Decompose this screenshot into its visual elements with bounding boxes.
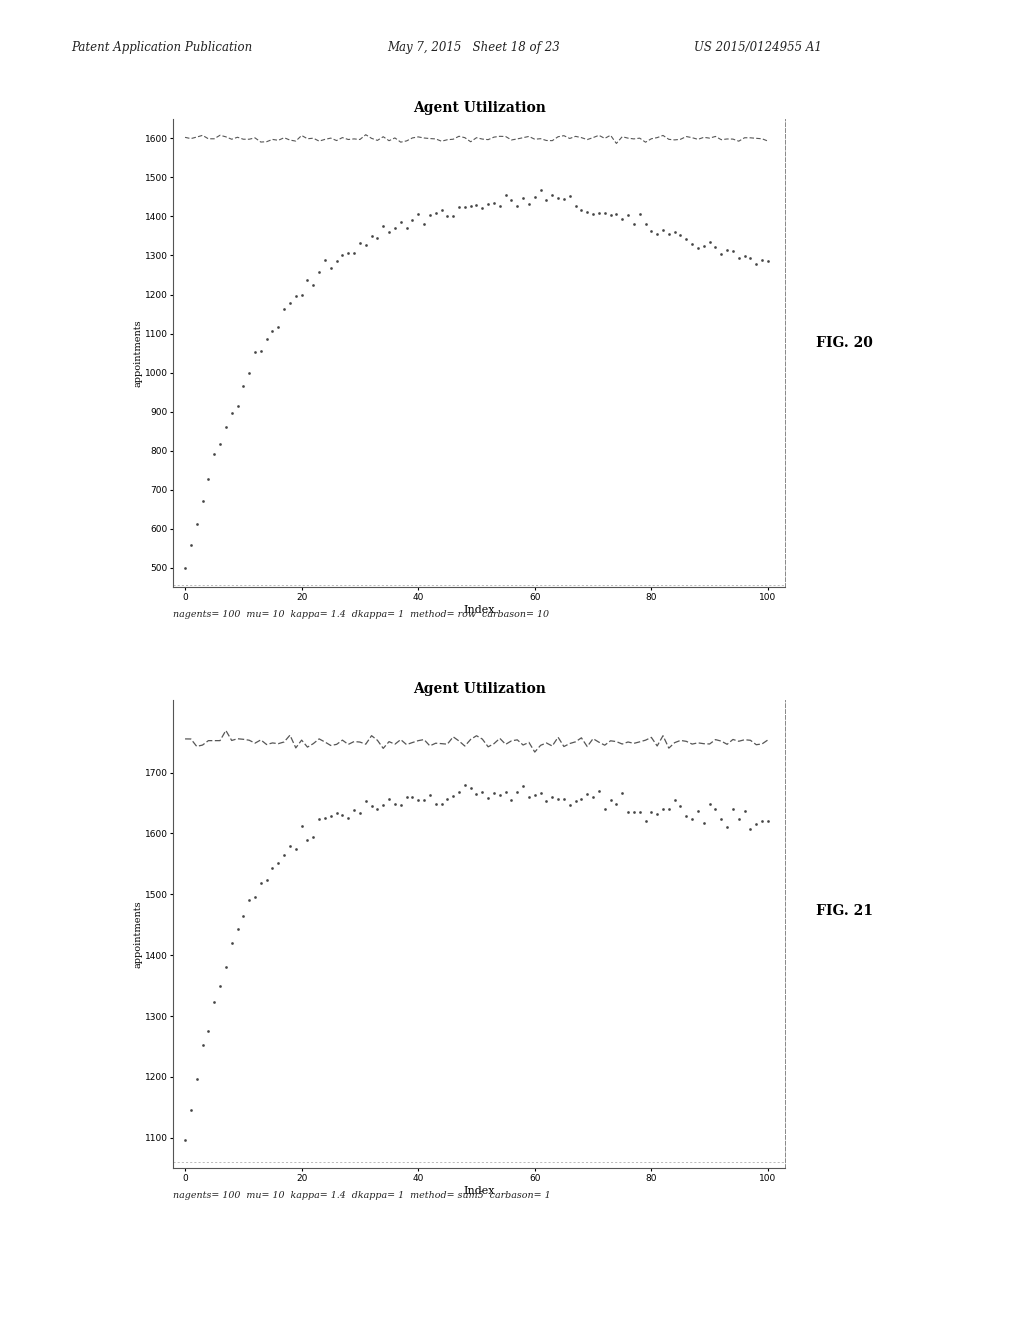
X-axis label: Index: Index (464, 605, 494, 615)
Text: FIG. 20: FIG. 20 (815, 337, 872, 350)
Title: Agent Utilization: Agent Utilization (413, 100, 545, 115)
Text: May 7, 2015   Sheet 18 of 23: May 7, 2015 Sheet 18 of 23 (387, 41, 559, 54)
Text: FIG. 21: FIG. 21 (815, 904, 872, 917)
Y-axis label: appointments: appointments (132, 900, 142, 968)
Text: nagents= 100  mu= 10  kappa= 1.4  dkappa= 1  method= row  carbason= 10: nagents= 100 mu= 10 kappa= 1.4 dkappa= 1… (173, 610, 549, 619)
Text: Patent Application Publication: Patent Application Publication (71, 41, 253, 54)
X-axis label: Index: Index (464, 1185, 494, 1196)
Y-axis label: appointments: appointments (132, 319, 142, 387)
Text: US 2015/0124955 A1: US 2015/0124955 A1 (693, 41, 820, 54)
Text: nagents= 100  mu= 10  kappa= 1.4  dkappa= 1  method= sum5  carbason= 1: nagents= 100 mu= 10 kappa= 1.4 dkappa= 1… (173, 1191, 550, 1200)
Title: Agent Utilization: Agent Utilization (413, 681, 545, 696)
